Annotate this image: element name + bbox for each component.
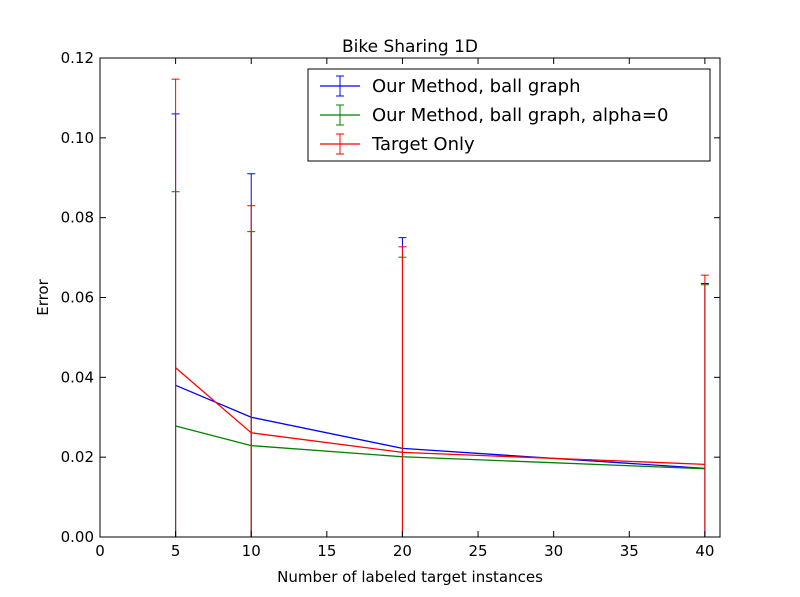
x-tick-label: 20 <box>393 542 412 560</box>
y-tick-label: 0.10 <box>61 129 94 147</box>
legend-box <box>307 68 711 162</box>
x-tick-label: 5 <box>171 542 181 560</box>
x-tick-label: 15 <box>317 542 336 560</box>
y-tick-label: 0.08 <box>61 209 94 227</box>
x-tick-label: 10 <box>242 542 261 560</box>
x-tick-label: 40 <box>695 542 714 560</box>
x-tick-label: 30 <box>544 542 563 560</box>
y-tick-label: 0.02 <box>61 448 94 466</box>
y-tick-label: 0.04 <box>61 368 94 386</box>
legend-label: Our Method, ball graph, alpha=0 <box>372 105 668 126</box>
legend-item: Our Method, ball graph <box>320 75 581 97</box>
y-tick-label: 0.00 <box>61 528 94 546</box>
chart-title: Bike Sharing 1D <box>342 37 478 57</box>
x-tick-label: 0 <box>95 542 105 560</box>
legend-item: Our Method, ball graph, alpha=0 <box>320 104 668 126</box>
legend: Our Method, ball graph Our Method, ball g… <box>307 68 711 162</box>
series-line <box>175 367 705 466</box>
x-tick-label: 35 <box>620 542 639 560</box>
y-axis-label: Error <box>34 278 52 315</box>
legend-label: Target Only <box>371 134 475 155</box>
series-line <box>175 425 705 470</box>
legend-label: Our Method, ball graph <box>372 76 581 97</box>
y-tick-label: 0.12 <box>61 49 94 67</box>
y-tick-label: 0.06 <box>61 289 94 307</box>
x-axis-label: Number of labeled target instances <box>277 568 543 586</box>
x-tick-label: 25 <box>469 542 488 560</box>
legend-item: Target Only <box>320 133 475 155</box>
